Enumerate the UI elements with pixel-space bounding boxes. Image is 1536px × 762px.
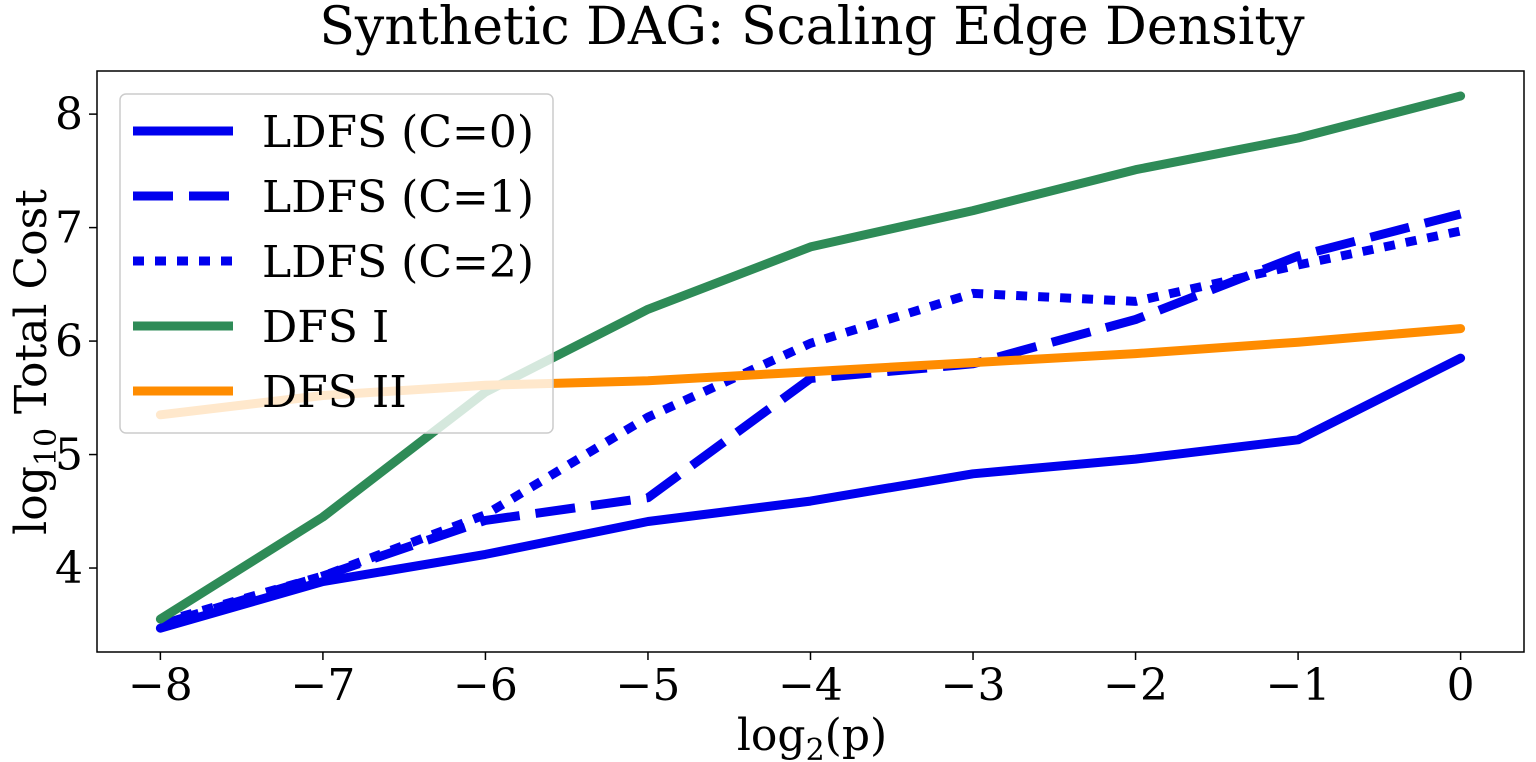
legend-label-ldfs-c-1: LDFS (C=1) [262,172,534,223]
legend: LDFS (C=0) LDFS (C=1) LDFS (C=2) DFS I DFS I… [119,93,554,434]
x-axis-label-base: log [737,710,806,761]
x-axis-label-subscript: 2 [806,733,825,762]
x-axis-label-tail: (p) [825,710,888,761]
series-line-ldfs-c-0 [155,353,1466,633]
x-tick-label: −3 [941,660,1006,711]
y-tick-label: 8 [55,89,83,140]
y-tick-label: 7 [55,203,83,254]
y-tick-label: 4 [55,543,83,594]
series-line-dfs-i [155,91,1466,624]
x-tick-label: −5 [616,660,681,711]
legend-label-dfs-ii: DFS II [262,367,407,418]
x-tick-label: −6 [453,660,518,711]
x-tick-label: −2 [1103,660,1168,711]
y-tick-label: 5 [55,430,83,481]
x-axis-label: log2(p) [737,710,887,762]
x-tick-label: −8 [128,660,193,711]
chart-title: Synthetic DAG: Scaling Edge Density [319,0,1305,57]
x-tick-label: 0 [1447,660,1475,711]
y-tick-label: 6 [55,316,83,367]
x-tick-label: −4 [778,660,843,711]
y-axis-label-tail: Total Cost [6,189,57,428]
legend-label-ldfs-c-2: LDFS (C=2) [262,237,534,288]
y-axis-label-subscript: 10 [29,428,64,466]
x-tick-label: −1 [1266,660,1331,711]
legend-label-dfs-i: DFS I [262,302,389,353]
x-tick-label: −7 [290,660,355,711]
series-line-ldfs-c-2 [159,226,1462,627]
y-axis-ticks: 4 5 6 7 8 [55,89,97,594]
x-axis-ticks: −8 −7 −6 −5 −4 −3 −2 −1 0 [128,652,1475,711]
y-axis-label: log10 Total Cost [6,189,64,535]
legend-box [119,93,554,434]
y-axis-label-base: log [6,466,57,535]
legend-label-ldfs-c-0: LDFS (C=0) [262,107,534,158]
